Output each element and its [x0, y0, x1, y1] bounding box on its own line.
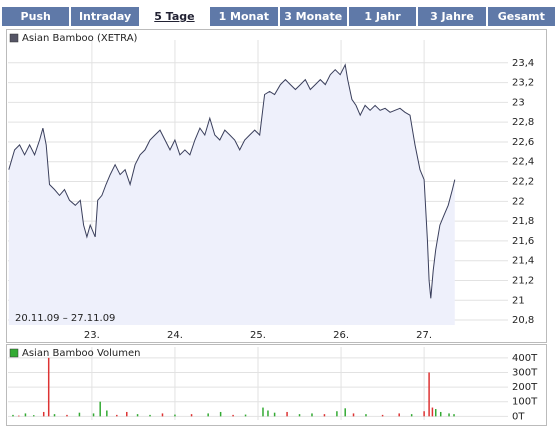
volume-bar — [219, 411, 222, 417]
volume-bar — [431, 407, 434, 417]
volume-bar — [190, 414, 193, 417]
x-tick-label: 26. — [333, 330, 349, 341]
y-tick-label: 22,8 — [512, 117, 534, 128]
volume-bar — [207, 413, 209, 417]
volume-bar — [66, 414, 68, 417]
y-tick-label: 100T — [512, 397, 538, 408]
y-tick-label: 21,8 — [512, 216, 534, 227]
tab[interactable]: Intraday — [71, 7, 139, 26]
volume-bar — [262, 407, 264, 417]
volume-bar — [12, 414, 14, 417]
volume-bar — [323, 414, 326, 417]
price-area — [8, 64, 455, 326]
tab[interactable]: 3 Jahre — [418, 7, 486, 26]
volume-bar — [24, 413, 27, 417]
tab[interactable]: Push — [2, 7, 70, 26]
volume-bar — [161, 413, 164, 417]
volume-bar — [410, 414, 413, 417]
tab[interactable]: 5 Tage — [140, 7, 209, 26]
volume-bar — [453, 414, 455, 417]
volume-bar — [126, 411, 128, 417]
y-tick-label: 23,4 — [512, 58, 534, 69]
legend-label: Asian Bamboo (XETRA) — [22, 33, 138, 44]
y-tick-label: 21,6 — [512, 236, 534, 247]
volume-bar — [244, 414, 247, 417]
volume-bar — [267, 410, 269, 417]
tab[interactable]: 1 Monat — [210, 7, 278, 26]
y-tick-label: 21,4 — [512, 256, 534, 267]
volume-bar — [398, 413, 400, 417]
y-tick-label: 200T — [512, 382, 538, 393]
volume-bar — [381, 414, 384, 417]
y-tick-label: 21 — [512, 295, 525, 306]
volume-bar — [78, 412, 81, 417]
volume-bar — [434, 409, 437, 417]
y-tick-label: 400T — [512, 353, 538, 364]
y-tick-label: 23 — [512, 97, 525, 108]
x-tick-label: 23. — [84, 330, 100, 341]
y-tick-label: 23,2 — [512, 78, 534, 89]
x-tick-label: 25. — [250, 330, 266, 341]
legend-label: Asian Bamboo Volumen — [22, 348, 141, 359]
y-tick-label: 21,2 — [512, 275, 534, 286]
volume-bar — [448, 413, 450, 417]
volume-bar — [336, 411, 338, 417]
x-tick-label: 27. — [416, 330, 432, 341]
tab[interactable]: Gesamt — [487, 7, 555, 26]
price-line — [8, 63, 456, 299]
y-tick-label: 22 — [512, 196, 525, 207]
y-tick-label: 22,6 — [512, 137, 534, 148]
volume-bar — [273, 412, 276, 417]
volume-bar — [18, 415, 20, 417]
volume-bar — [42, 411, 45, 417]
volume-bar — [298, 414, 301, 417]
volume-bar — [352, 413, 355, 417]
legend-swatch — [9, 348, 19, 358]
volume-bar — [99, 401, 101, 417]
volume-bar — [344, 408, 346, 417]
volume-bar — [92, 413, 95, 417]
y-tick-label: 0T — [512, 411, 525, 422]
volume-bar — [53, 414, 56, 417]
volume-bar — [116, 414, 118, 417]
legend-swatch — [9, 33, 19, 43]
tab[interactable]: 3 Monate — [279, 7, 347, 26]
tab[interactable]: 1 Jahr — [348, 7, 417, 26]
y-tick-label: 20,8 — [512, 315, 534, 326]
volume-bar — [136, 414, 139, 417]
volume-bar — [106, 410, 108, 417]
volume-bar — [423, 411, 425, 417]
volume-bar — [428, 372, 430, 417]
volume-bar — [232, 414, 234, 417]
volume-bar — [47, 357, 50, 417]
volume-bar — [149, 414, 151, 417]
date-range: 20.11.09 – 27.11.09 — [15, 313, 115, 324]
volume-bar — [286, 411, 288, 417]
volume-bar — [174, 414, 176, 417]
y-tick-label: 22,4 — [512, 157, 534, 168]
volume-bar — [32, 415, 35, 417]
y-tick-label: 22,2 — [512, 177, 534, 188]
tab-bar: Push Intraday 5 Tage 1 Monat 3 Monate 1 Jahr 3… — [2, 7, 555, 26]
volume-bar — [365, 414, 367, 417]
volume-bar — [311, 413, 313, 417]
x-tick-label: 24. — [167, 330, 183, 341]
y-tick-label: 300T — [512, 367, 538, 378]
volume-bar — [439, 411, 442, 417]
